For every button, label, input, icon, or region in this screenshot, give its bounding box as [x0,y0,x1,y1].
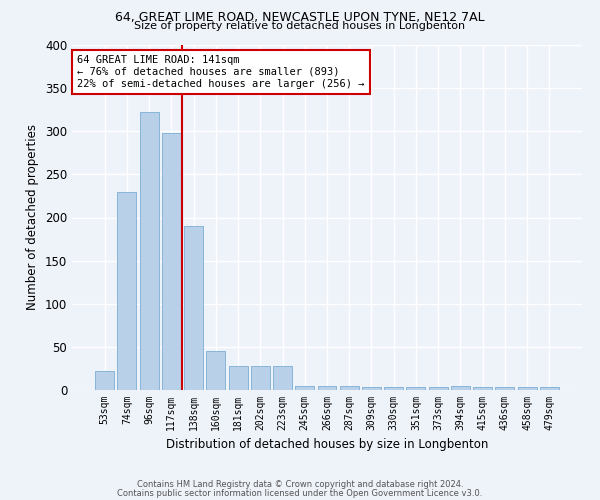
Bar [118,192,136,390]
Bar [340,386,359,390]
Bar [229,366,248,390]
Bar [384,388,403,390]
Bar [162,133,181,390]
Text: Contains HM Land Registry data © Crown copyright and database right 2024.: Contains HM Land Registry data © Crown c… [137,480,463,489]
Bar [273,366,292,390]
Bar [206,351,225,390]
Bar [140,112,158,390]
Bar [540,388,559,390]
Bar [184,226,203,390]
Bar [429,388,448,390]
Bar [406,388,425,390]
Bar [317,386,337,390]
X-axis label: Distribution of detached houses by size in Longbenton: Distribution of detached houses by size … [166,438,488,452]
Bar [518,388,536,390]
Bar [451,386,470,390]
Bar [251,366,270,390]
Text: Contains public sector information licensed under the Open Government Licence v3: Contains public sector information licen… [118,488,482,498]
Bar [496,388,514,390]
Text: Size of property relative to detached houses in Longbenton: Size of property relative to detached ho… [134,21,466,31]
Bar [473,388,492,390]
Text: 64, GREAT LIME ROAD, NEWCASTLE UPON TYNE, NE12 7AL: 64, GREAT LIME ROAD, NEWCASTLE UPON TYNE… [115,11,485,24]
Y-axis label: Number of detached properties: Number of detached properties [26,124,40,310]
Bar [95,371,114,390]
Text: 64 GREAT LIME ROAD: 141sqm
← 76% of detached houses are smaller (893)
22% of sem: 64 GREAT LIME ROAD: 141sqm ← 76% of deta… [77,56,365,88]
Bar [295,386,314,390]
Bar [362,388,381,390]
